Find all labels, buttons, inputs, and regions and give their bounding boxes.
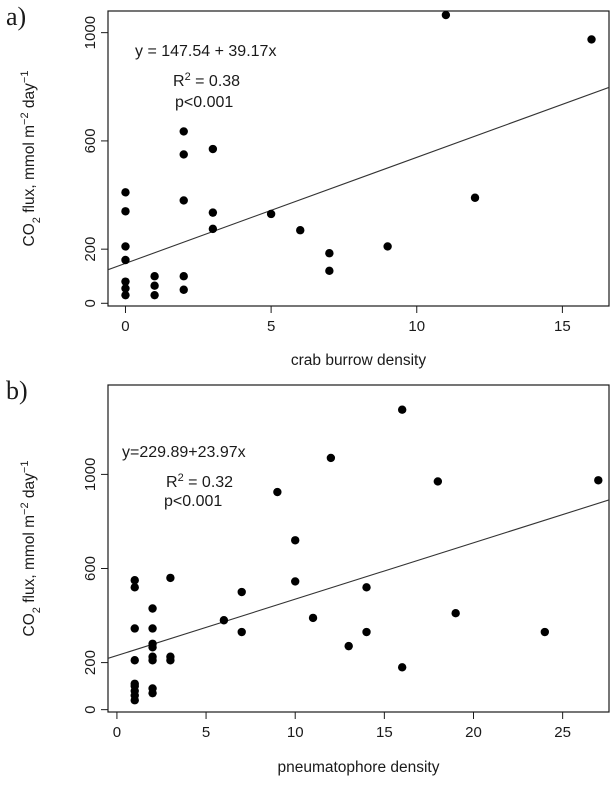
data-point bbox=[441, 10, 451, 20]
panel-b-label: b) bbox=[6, 376, 28, 405]
data-point bbox=[208, 224, 218, 234]
x-tick-label: 25 bbox=[554, 724, 571, 741]
p-value: p<0.001 bbox=[175, 94, 233, 111]
data-point bbox=[179, 150, 188, 159]
y-tick-label: 0 bbox=[82, 705, 99, 713]
data-point bbox=[121, 290, 130, 300]
data-point bbox=[326, 453, 336, 463]
data-point bbox=[179, 285, 188, 294]
y-tick-label: 200 bbox=[82, 650, 99, 675]
data-point bbox=[325, 266, 334, 276]
data-point bbox=[130, 624, 139, 633]
data-point bbox=[121, 188, 130, 197]
panel-a-label: a) bbox=[6, 2, 27, 31]
data-point bbox=[150, 272, 159, 281]
plot-frame bbox=[107, 10, 610, 307]
p-value: p<0.001 bbox=[164, 493, 222, 510]
data-point bbox=[121, 242, 130, 251]
x-axis-label: crab burrow density bbox=[291, 352, 427, 369]
data-point bbox=[266, 209, 276, 219]
data-point bbox=[308, 613, 318, 623]
data-point bbox=[540, 627, 550, 637]
y-tick-label: 600 bbox=[82, 128, 99, 153]
data-point bbox=[121, 207, 130, 216]
data-point bbox=[397, 405, 407, 414]
data-point bbox=[237, 627, 246, 637]
data-point bbox=[208, 144, 218, 154]
y-tick-label: 1000 bbox=[82, 458, 99, 491]
data-point bbox=[179, 127, 188, 136]
y-axis-label: CO2 flux, mmol m−2 day−1 bbox=[19, 71, 43, 247]
data-point bbox=[130, 583, 139, 592]
data-point bbox=[344, 641, 353, 651]
x-tick-label: 20 bbox=[465, 724, 482, 741]
regression-line bbox=[108, 86, 609, 271]
data-point bbox=[130, 576, 139, 585]
data-point bbox=[179, 196, 188, 205]
y-tick-label: 0 bbox=[82, 299, 99, 307]
plot-frame bbox=[107, 384, 610, 713]
x-tick-label: 0 bbox=[113, 724, 121, 741]
data-point bbox=[121, 277, 130, 286]
data-point bbox=[594, 476, 603, 485]
data-point bbox=[291, 577, 300, 586]
chart-panel-a: 0 5 10 15 0 200 600 1000 crab burrow density CO2 … bbox=[19, 10, 610, 369]
data-point bbox=[362, 583, 371, 592]
chart-panel-b: 0 5 10 15 20 25 0 200 600 1000 pneumatophore densi… bbox=[19, 384, 610, 776]
data-point bbox=[383, 242, 392, 251]
x-axis-label: pneumatophore density bbox=[277, 759, 439, 776]
data-point bbox=[325, 249, 334, 258]
x-tick-label: 10 bbox=[408, 318, 425, 335]
data-point bbox=[148, 624, 157, 633]
data-point bbox=[451, 608, 460, 618]
data-point bbox=[470, 193, 480, 202]
x-tick-label: 15 bbox=[554, 318, 571, 335]
data-point bbox=[296, 226, 305, 235]
data-point bbox=[291, 536, 300, 545]
data-point bbox=[587, 35, 596, 44]
data-point bbox=[148, 684, 157, 693]
data-point bbox=[148, 652, 157, 661]
data-point bbox=[433, 477, 443, 486]
data-point bbox=[150, 281, 159, 290]
regression-line bbox=[108, 499, 609, 659]
regression-equation: y=229.89+23.97x bbox=[122, 444, 246, 461]
data-point bbox=[397, 663, 407, 672]
x-tick-label: 10 bbox=[287, 724, 304, 741]
data-point bbox=[148, 604, 157, 613]
data-point bbox=[208, 208, 218, 217]
x-tick-label: 15 bbox=[376, 724, 393, 741]
x-tick-label: 5 bbox=[202, 724, 210, 741]
y-tick-label: 200 bbox=[82, 237, 99, 262]
data-point bbox=[219, 616, 229, 625]
data-point bbox=[166, 652, 175, 661]
data-point bbox=[237, 587, 246, 597]
y-tick-label: 600 bbox=[82, 556, 99, 581]
regression-equation: y = 147.54 + 39.17x bbox=[135, 43, 276, 60]
data-point bbox=[130, 679, 139, 688]
y-tick-label: 1000 bbox=[82, 16, 99, 49]
data-point bbox=[130, 656, 139, 665]
x-tick-label: 0 bbox=[121, 318, 129, 335]
data-point bbox=[166, 573, 175, 583]
data-point bbox=[121, 284, 130, 293]
y-axis-label: CO2 flux, mmol m−2 day−1 bbox=[19, 461, 43, 637]
data-point bbox=[362, 627, 371, 637]
r-squared: R2 = 0.38 bbox=[173, 71, 240, 90]
data-point bbox=[148, 639, 157, 648]
data-point bbox=[150, 290, 159, 300]
data-point bbox=[273, 487, 282, 497]
data-point bbox=[121, 255, 130, 265]
r-squared: R2 = 0.32 bbox=[166, 472, 233, 491]
data-point bbox=[179, 272, 188, 281]
x-tick-label: 5 bbox=[267, 318, 275, 335]
